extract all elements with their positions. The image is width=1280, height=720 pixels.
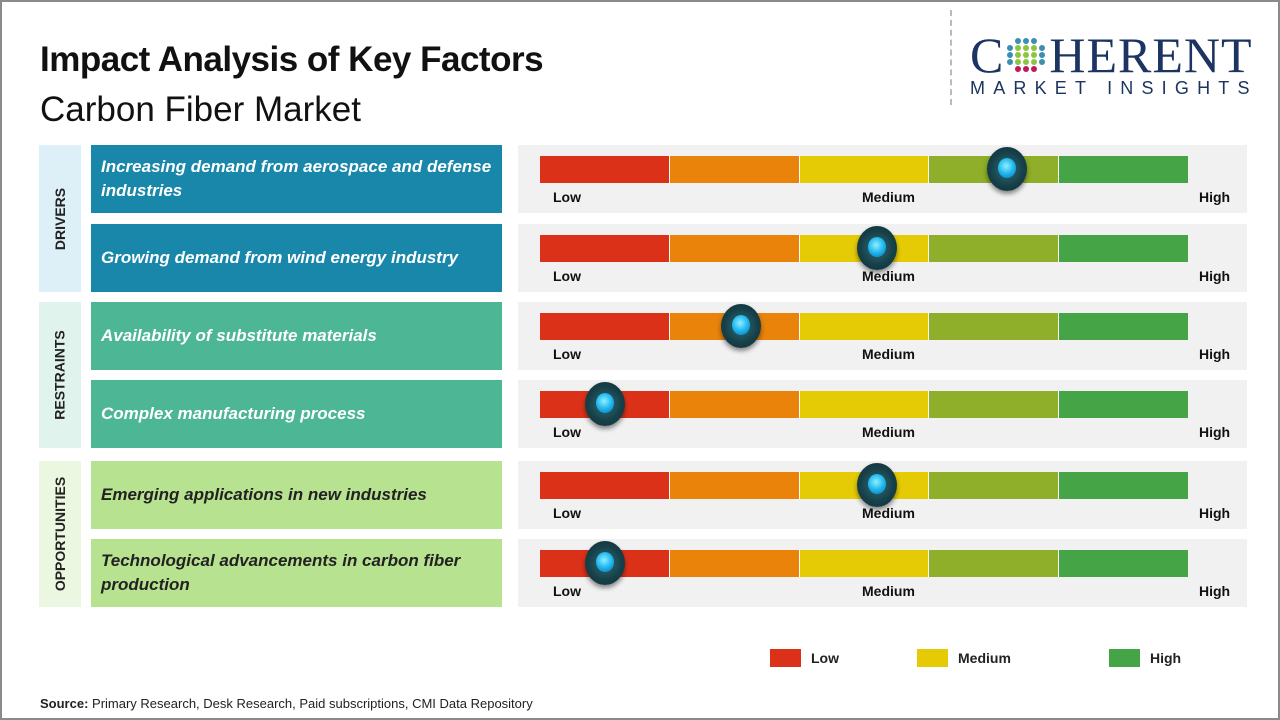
gauge-segment xyxy=(929,313,1060,340)
gauge-indicator-knob xyxy=(986,147,1027,191)
impact-gauge: Low Medium High xyxy=(518,380,1247,448)
category-label: DRIVERS xyxy=(52,187,69,250)
gauge-indicator-knob xyxy=(584,541,625,585)
gauge-bar xyxy=(540,313,1188,340)
factor-label: Growing demand from wind energy industry xyxy=(91,224,502,292)
legend-swatch xyxy=(917,649,948,667)
category-drivers: DRIVERS xyxy=(39,145,81,292)
gauge-indicator-knob xyxy=(584,382,625,426)
factor-label: Technological advancements in carbon fib… xyxy=(91,539,502,607)
factor-label: Availability of substitute materials xyxy=(91,302,502,370)
gauge-bar xyxy=(540,550,1188,577)
tick-high: High xyxy=(1199,268,1231,284)
factor-label: Increasing demand from aerospace and def… xyxy=(91,145,502,213)
gauge-segment xyxy=(669,156,800,183)
legend-swatch xyxy=(770,649,801,667)
source-text: Primary Research, Desk Research, Paid su… xyxy=(88,696,533,711)
gauge-indicator-knob xyxy=(720,304,761,348)
tick-medium: Medium xyxy=(862,505,915,521)
gauge-segment xyxy=(1059,235,1188,262)
page-subtitle: Carbon Fiber Market xyxy=(40,90,361,129)
gauge-indicator-knob xyxy=(856,226,897,270)
gauge-segment xyxy=(540,156,670,183)
tick-medium: Medium xyxy=(862,424,915,440)
tick-medium: Medium xyxy=(862,268,915,284)
legend-label: Low xyxy=(811,650,839,666)
logo-globe-icon xyxy=(1007,38,1046,72)
tick-high: High xyxy=(1199,189,1231,205)
logo: C HERENT MARKET INSIGHTS xyxy=(970,27,1258,98)
source-label: Source: xyxy=(40,696,89,711)
legend-item: High xyxy=(1109,649,1181,667)
impact-gauge: Low Medium High xyxy=(518,461,1247,529)
tick-high: High xyxy=(1199,505,1231,521)
impact-gauge: Low Medium High xyxy=(518,539,1247,607)
impact-gauge: Low Medium High xyxy=(518,224,1247,292)
gauge-segment xyxy=(929,391,1060,418)
category-label: RESTRAINTS xyxy=(52,330,69,420)
tick-low: Low xyxy=(553,189,581,205)
tick-high: High xyxy=(1199,424,1231,440)
gauge-segment xyxy=(929,472,1060,499)
page-title: Impact Analysis of Key Factors xyxy=(40,40,544,79)
impact-gauge: Low Medium High xyxy=(518,302,1247,370)
gauge-segment xyxy=(669,550,800,577)
gauge-segment xyxy=(1059,472,1188,499)
legend-item: Medium xyxy=(917,649,1011,667)
gauge-segment xyxy=(799,156,930,183)
factor-label: Emerging applications in new industries xyxy=(91,461,502,529)
legend-item: Low xyxy=(770,649,839,667)
gauge-segment xyxy=(540,472,670,499)
divider xyxy=(950,10,952,105)
factor-label: Complex manufacturing process xyxy=(91,380,502,448)
category-label: OPPORTUNITIES xyxy=(52,476,69,592)
gauge-segment xyxy=(669,472,800,499)
gauge-segment xyxy=(1059,391,1188,418)
gauge-segment xyxy=(540,235,670,262)
gauge-bar xyxy=(540,156,1188,183)
tick-low: Low xyxy=(553,268,581,284)
gauge-segment xyxy=(1059,156,1188,183)
legend-label: High xyxy=(1150,650,1182,666)
tick-low: Low xyxy=(553,424,581,440)
category-opportunities: OPPORTUNITIES xyxy=(39,461,81,607)
gauge-segment xyxy=(1059,313,1188,340)
tick-medium: Medium xyxy=(862,346,915,362)
legend-swatch xyxy=(1109,649,1140,667)
tick-high: High xyxy=(1199,346,1231,362)
gauge-bar xyxy=(540,235,1188,262)
gauge-segment xyxy=(799,391,930,418)
gauge-segment xyxy=(929,550,1060,577)
gauge-segment xyxy=(929,235,1060,262)
gauge-indicator-knob xyxy=(856,463,897,507)
tick-low: Low xyxy=(553,505,581,521)
gauge-segment xyxy=(669,235,800,262)
legend-label: Medium xyxy=(958,650,1011,666)
gauge-segment xyxy=(540,313,670,340)
source-note: Source: Primary Research, Desk Research,… xyxy=(40,696,533,711)
gauge-segment xyxy=(799,313,930,340)
gauge-segment xyxy=(799,550,930,577)
tick-medium: Medium xyxy=(862,189,915,205)
tick-high: High xyxy=(1199,583,1231,599)
tick-low: Low xyxy=(553,583,581,599)
gauge-bar xyxy=(540,391,1188,418)
impact-gauge: Low Medium High xyxy=(518,145,1247,213)
tick-low: Low xyxy=(553,346,581,362)
tick-medium: Medium xyxy=(862,583,915,599)
gauge-segment xyxy=(669,391,800,418)
gauge-segment xyxy=(1059,550,1188,577)
category-restraints: RESTRAINTS xyxy=(39,302,81,448)
